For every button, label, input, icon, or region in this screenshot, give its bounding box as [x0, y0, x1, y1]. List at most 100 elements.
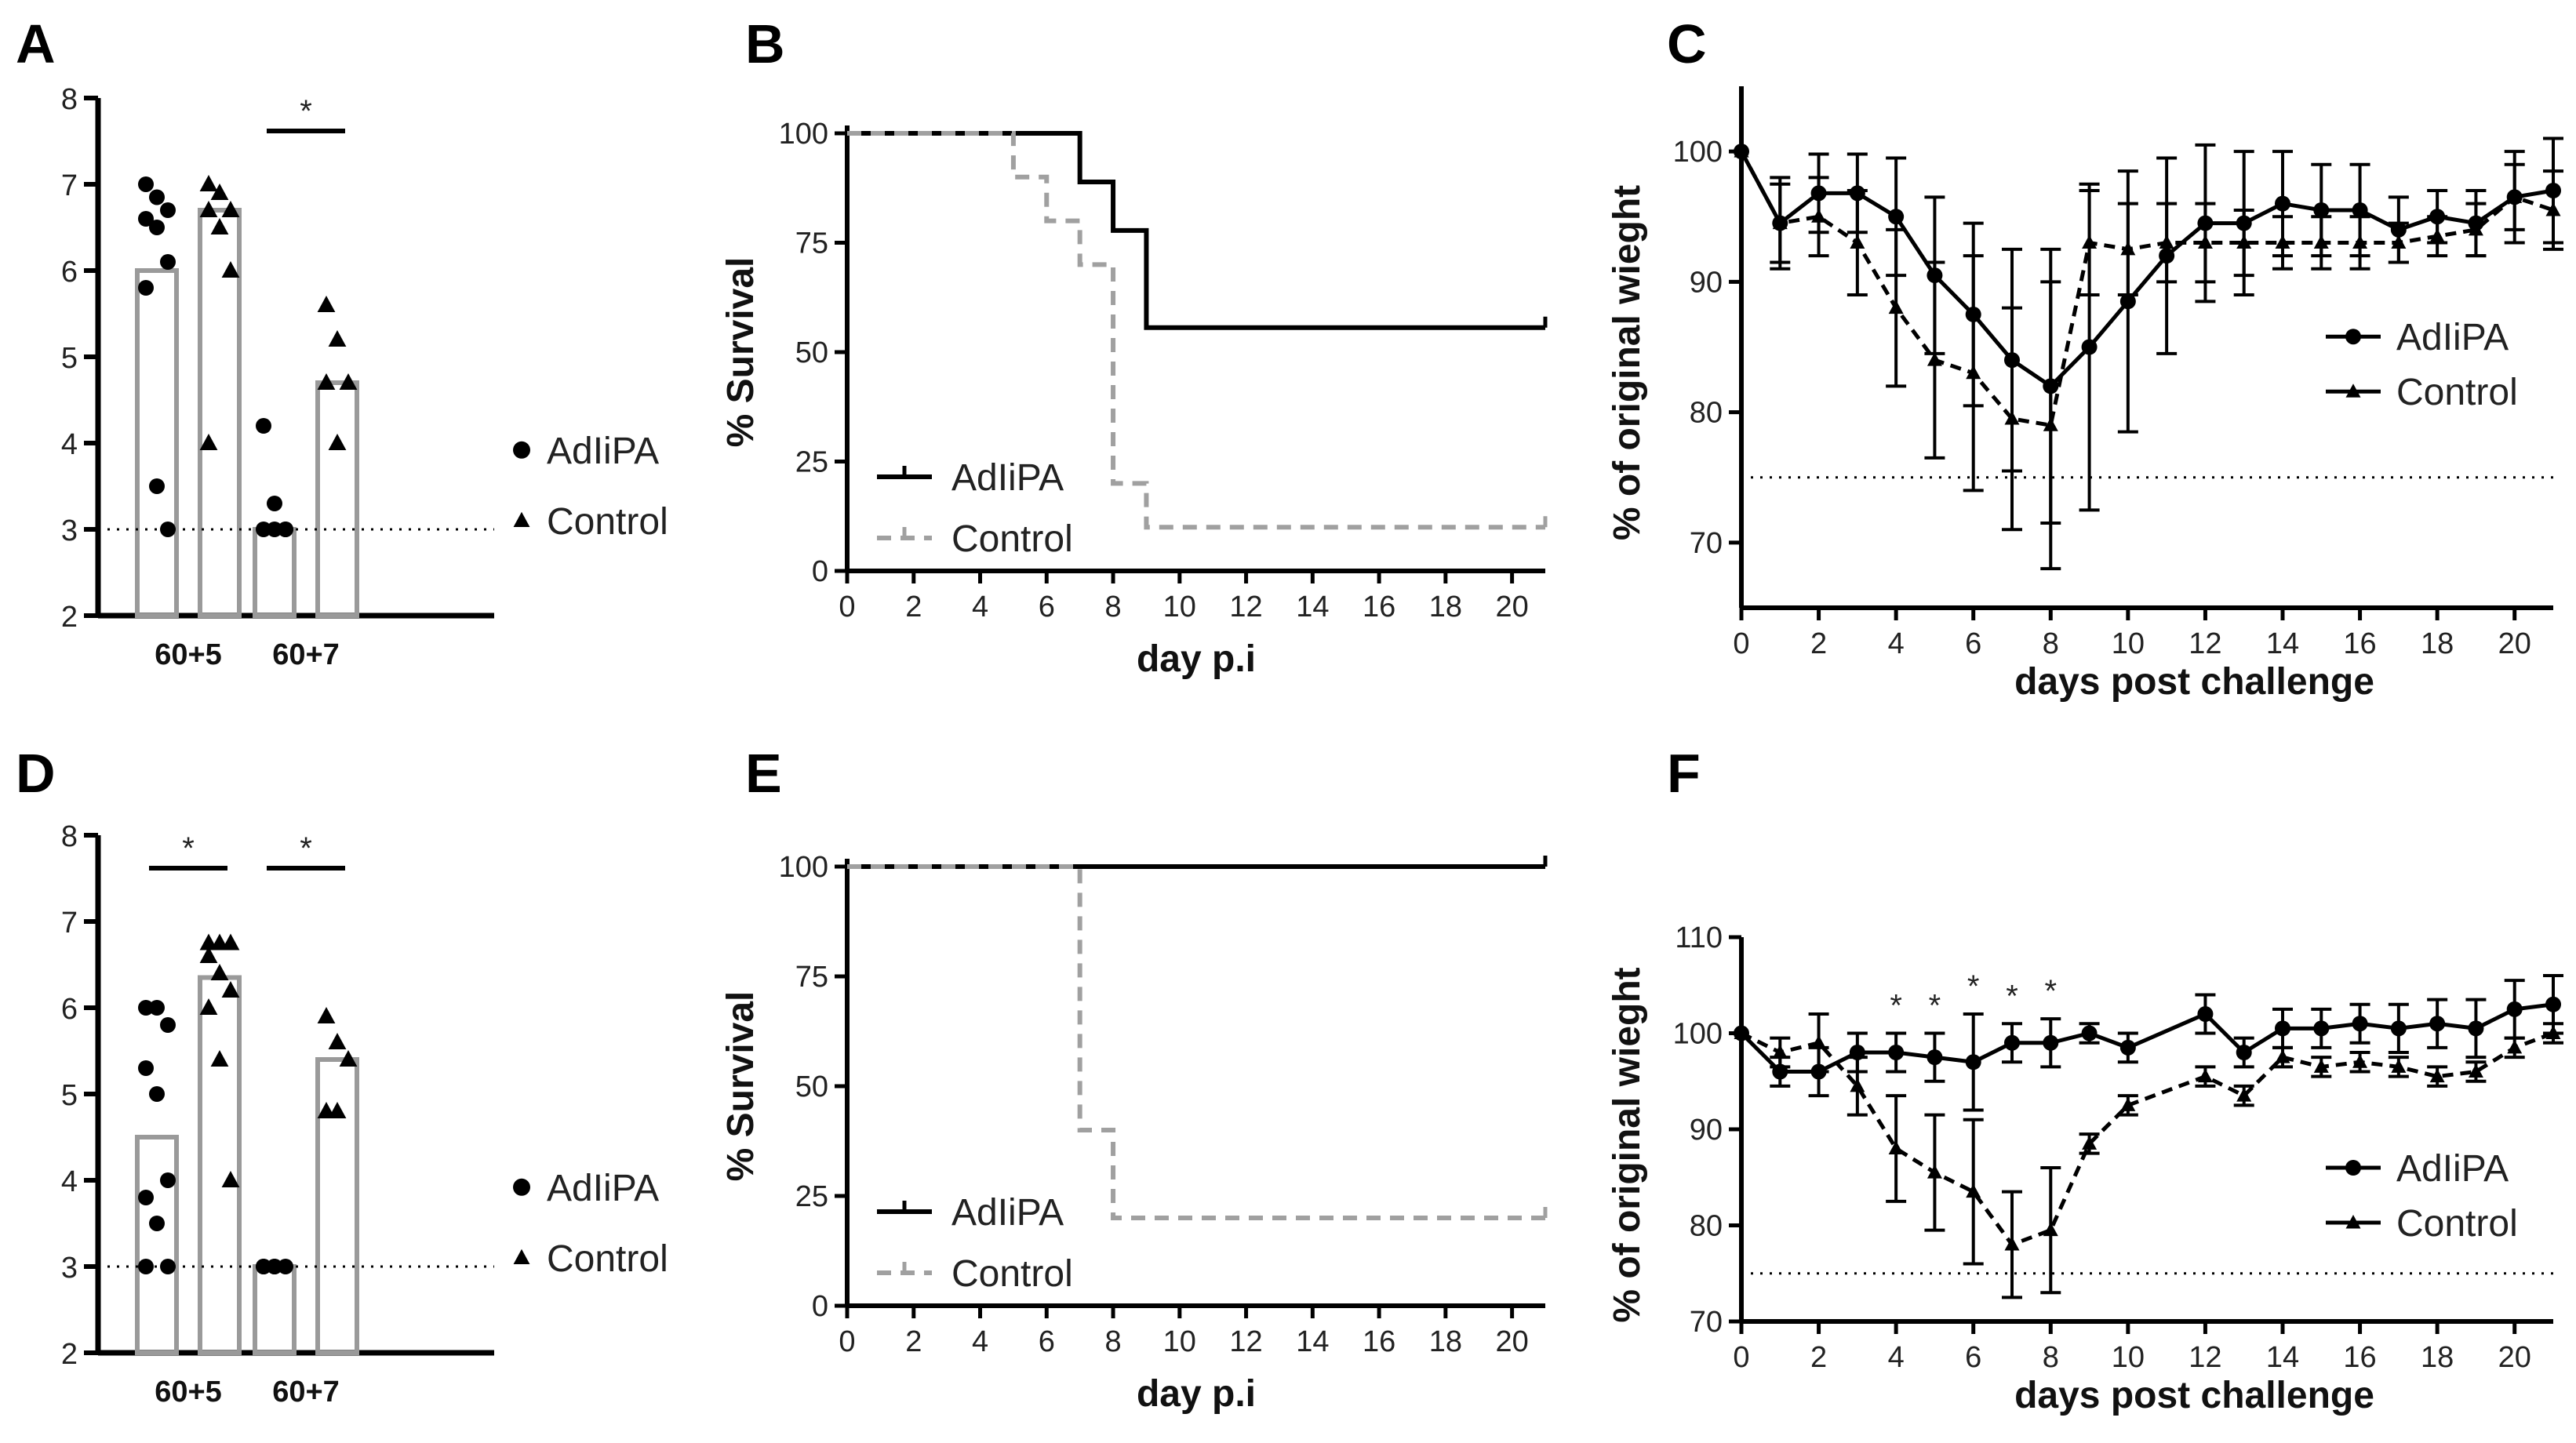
point-control [199, 434, 218, 450]
point-adiipa [2506, 1001, 2523, 1017]
point-adiipa [278, 1259, 293, 1274]
x-axis-title: day p.i [1137, 1373, 1256, 1415]
point-adiipa [160, 254, 176, 270]
y-tick-label: 70 [1690, 1306, 1723, 1339]
x-tick-label: 12 [1229, 1325, 1262, 1358]
point-control [339, 1050, 358, 1067]
y-tick-label: 0 [812, 1290, 828, 1323]
bar-adiipa [253, 527, 297, 618]
x-axis-title: day p.i [1137, 638, 1256, 680]
legend-marker-circle [2345, 329, 2361, 345]
panel-label-a: A [16, 13, 56, 75]
bar-control [315, 380, 359, 618]
point-control [2429, 1068, 2445, 1083]
x-axis-title: days post challenge [2014, 1375, 2374, 1416]
point-adiipa [149, 220, 165, 235]
point-adiipa [160, 1017, 176, 1033]
y-tick-label: 100 [1673, 136, 1723, 169]
chart-b: 0 25 50 75 100 0 2 4 6 8 10 12 14 16 18 20 day p.i % Surv… [720, 118, 1548, 680]
category-label: 60+5 [155, 1376, 222, 1408]
point-adiipa [2043, 1034, 2059, 1051]
x-axis-title: days post challenge [2014, 661, 2374, 703]
point-control [328, 434, 347, 450]
point-control [1850, 234, 1865, 249]
y-tick-label: 100 [779, 118, 828, 151]
point-adiipa [1888, 1045, 1905, 1060]
category-label: 60+5 [155, 638, 222, 671]
significance-star: * [300, 94, 312, 129]
point-control [199, 175, 218, 191]
point-control [210, 218, 229, 234]
y-axis-title: % Survival [720, 257, 762, 448]
panel-label-c: C [1667, 13, 1707, 75]
point-adiipa [2119, 293, 2136, 310]
chart-d: 2345678PFU / g Lung60+560+7**AdIiPAContr… [61, 820, 668, 1408]
x-tick-label: 6 [1039, 1325, 1055, 1358]
point-control [2313, 234, 2329, 249]
y-axis-title: % of original wieght [1606, 185, 1648, 540]
significance-star: * [2044, 974, 2057, 1009]
x-tick-label: 8 [2043, 627, 2059, 660]
point-adiipa [2429, 1016, 2446, 1032]
point-control [221, 261, 240, 278]
x-tick-label: 10 [2112, 627, 2145, 660]
y-tick-label: 110 [1675, 921, 1723, 954]
y-tick-label: 5 [61, 1079, 78, 1112]
significance-star: * [300, 831, 312, 866]
point-adiipa [1965, 1054, 1981, 1070]
point-adiipa [149, 1216, 165, 1231]
x-tick-label: 16 [2343, 1341, 2376, 1374]
point-adiipa [2119, 1039, 2136, 1056]
chart-e: 0 25 50 75 100 0 2 4 6 8 10 12 14 16 18 20 day p.i % Surv… [720, 851, 1548, 1415]
point-control [2429, 228, 2445, 242]
x-tick-label: 0 [1733, 1341, 1749, 1374]
point-control [2120, 1097, 2136, 1111]
point-control [221, 933, 240, 950]
point-control [2236, 1088, 2252, 1102]
weight-line-adiipa [1739, 150, 2554, 389]
point-control [317, 1007, 336, 1023]
x-tick-label: 0 [1733, 627, 1749, 660]
point-control [1850, 1078, 1865, 1092]
point-adiipa [160, 522, 176, 537]
point-control [2352, 234, 2368, 249]
y-tick-label: 4 [61, 428, 78, 461]
point-control [199, 947, 218, 963]
point-adiipa [160, 1259, 176, 1274]
x-tick-label: 18 [2421, 627, 2454, 660]
point-adiipa [2275, 1020, 2290, 1037]
point-adiipa [149, 478, 165, 494]
point-control [221, 1171, 240, 1187]
point-control [2236, 234, 2252, 249]
point-adiipa [2352, 202, 2368, 218]
point-adiipa [138, 211, 154, 227]
y-tick-label: 25 [795, 446, 828, 479]
y-tick-label: 50 [795, 1070, 828, 1103]
point-adiipa [256, 522, 271, 537]
x-tick-label: 2 [1810, 1341, 1827, 1374]
category-label: 60+7 [272, 638, 340, 671]
legend-label: AdIiPA [2396, 317, 2509, 358]
point-control [2545, 202, 2561, 216]
point-control [2545, 1025, 2561, 1039]
point-adiipa [267, 496, 282, 511]
point-adiipa [2236, 1045, 2252, 1060]
point-control [1927, 1165, 1942, 1179]
point-adiipa [138, 1000, 154, 1016]
y-tick-label: 8 [61, 820, 78, 853]
survival-line-control [847, 131, 1545, 530]
point-control [2004, 410, 2020, 425]
y-tick-label: 50 [795, 336, 828, 369]
point-adiipa [2081, 1025, 2098, 1041]
point-adiipa [149, 189, 165, 205]
point-control [2159, 234, 2174, 249]
x-tick-label: 8 [2043, 1341, 2059, 1374]
x-tick-label: 16 [1363, 591, 1395, 623]
point-control [1734, 1025, 1749, 1039]
x-tick-label: 20 [1495, 1325, 1528, 1358]
point-adiipa [1888, 209, 1905, 225]
x-tick-label: 6 [1965, 1341, 1981, 1374]
legend-label: Control [2396, 372, 2518, 413]
x-tick-label: 10 [1163, 591, 1196, 623]
point-adiipa [2081, 339, 2098, 355]
